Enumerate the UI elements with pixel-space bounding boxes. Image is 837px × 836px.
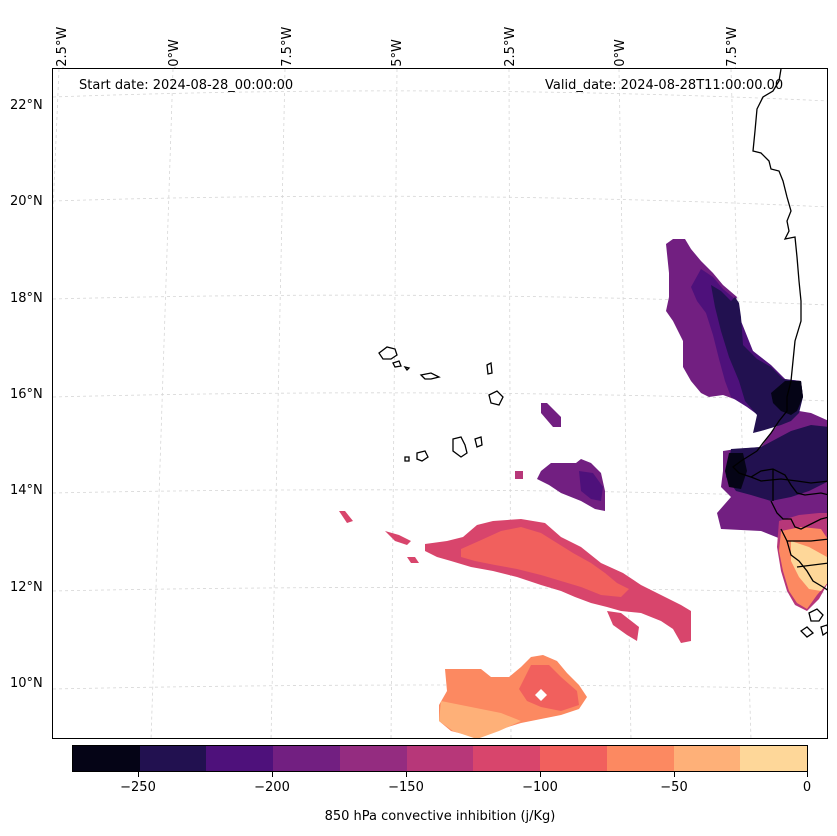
gridline-lat-22n (53, 90, 827, 102)
island-santa-luzia (403, 365, 411, 372)
lat-label-14n: 14°N (10, 483, 43, 498)
coastline-border-3 (796, 562, 827, 568)
cin-region-patch-b (537, 459, 605, 511)
gridlines (53, 69, 827, 738)
cin-regions (339, 239, 827, 738)
colorbar-segment-0 (73, 746, 140, 771)
colorbar-tick-0 (807, 772, 808, 777)
coastline (732, 69, 827, 638)
gridline-lon-32-5w (53, 69, 60, 212)
gridline-lat-10n (53, 684, 827, 690)
gridline-lat-18n (53, 294, 827, 306)
cin-region-patch-b-inner (579, 471, 603, 501)
map-panel (52, 68, 828, 739)
lat-label-12n: 12°N (10, 580, 43, 595)
colorbar-label-200: −200 (254, 780, 290, 795)
colorbar-label-150: −150 (388, 780, 424, 795)
cin-region-far-south-hole (535, 689, 547, 701)
cin-region-patch-c (515, 471, 523, 479)
lat-label-20n: 20°N (10, 194, 43, 209)
lat-label-22n: 22°N (10, 98, 43, 113)
cin-region-far-south-pale (439, 701, 521, 738)
colorbar-segment-2 (206, 746, 274, 771)
colorbar-tick-250 (138, 772, 139, 777)
coastline-mauritania (752, 69, 802, 452)
cin-region-south-patch4 (607, 611, 639, 641)
colorbar-segment-10 (740, 746, 808, 771)
gridline-lat-16n (53, 392, 827, 402)
colorbar-label-0: 0 (802, 780, 812, 795)
coastline-islands-bijagos (799, 608, 827, 638)
island-fogo (416, 450, 429, 462)
cin-region-patch-a (541, 403, 561, 427)
colorbar-tick-100 (540, 772, 541, 777)
colorbar (72, 745, 808, 772)
map-canvas (53, 69, 827, 738)
cin-region-south-patch1 (339, 511, 353, 523)
island-santo-antao (378, 346, 398, 360)
colorbar-label-100: −100 (522, 780, 558, 795)
cin-region-far-south-inner (519, 665, 579, 711)
island-sal (486, 361, 493, 375)
coastline-border-2 (787, 538, 827, 542)
colorbar-label-50: −50 (660, 780, 688, 795)
colorbar-title: 850 hPa convective inhibition (j/Kg) (324, 809, 556, 824)
lat-label-18n: 18°N (10, 291, 43, 306)
colorbar-label-250: −250 (120, 780, 156, 795)
island-santiago (452, 436, 468, 458)
lat-label-10n: 10°N (10, 676, 43, 691)
gridline-lon-17-5w (730, 69, 752, 738)
island-sao-vicente (392, 360, 402, 368)
coastline-guinea-bissau (770, 500, 827, 530)
cin-region-south-patch3 (407, 557, 419, 563)
gridline-lon-20w (618, 69, 632, 738)
island-brava (404, 456, 410, 462)
island-maio (474, 436, 483, 448)
colorbar-segment-5 (406, 746, 474, 771)
colorbar-segment-8 (606, 746, 674, 771)
cin-region-senegal-core (725, 453, 747, 489)
cin-region-south-core (461, 527, 629, 597)
colorbar-segment-4 (339, 746, 407, 771)
cin-region-south-patch2 (385, 531, 411, 545)
colorbar-segment-6 (473, 746, 541, 771)
island-sao-nicolau (419, 372, 441, 380)
island-boa-vista (488, 390, 504, 406)
cape-verde-islands (378, 346, 504, 462)
valid-date-label: Valid_date: 2024-08-28T11:00:00.00 (545, 78, 784, 93)
colorbar-segment-1 (139, 746, 207, 771)
gridline-lon-30w (150, 69, 174, 738)
colorbar-tick-150 (406, 772, 407, 777)
lat-label-16n: 16°N (10, 387, 43, 402)
colorbar-segment-9 (673, 746, 741, 771)
gridline-lon-27-5w (270, 69, 286, 738)
gridline-lon-25w (390, 69, 398, 738)
gridline-lat-14n (53, 489, 827, 498)
colorbar-segment-3 (273, 746, 340, 771)
cin-region-south-outer (425, 519, 691, 643)
start-date-label: Start date: 2024-08-28_00:00:00 (79, 78, 294, 93)
coastline-gambia (750, 476, 827, 484)
colorbar-tick-200 (272, 772, 273, 777)
gridline-lon-22-5w (508, 69, 512, 738)
gridline-lat-12n (53, 587, 827, 594)
colorbar-tick-50 (674, 772, 675, 777)
colorbar-segment-7 (540, 746, 607, 771)
gridline-lat-20n (53, 195, 827, 208)
